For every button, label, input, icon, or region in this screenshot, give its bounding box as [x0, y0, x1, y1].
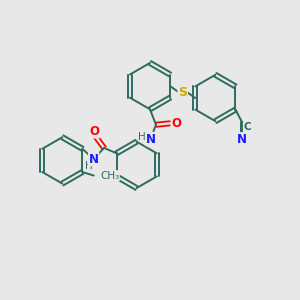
Text: N: N	[89, 153, 99, 166]
Text: N: N	[237, 133, 247, 146]
Text: S: S	[178, 85, 187, 98]
Text: CH₃: CH₃	[100, 171, 119, 181]
Text: C: C	[244, 122, 251, 132]
Text: O: O	[171, 117, 181, 130]
Text: N: N	[146, 133, 156, 146]
Text: H: H	[138, 132, 146, 142]
Text: H: H	[85, 161, 93, 171]
Text: O: O	[89, 125, 99, 138]
